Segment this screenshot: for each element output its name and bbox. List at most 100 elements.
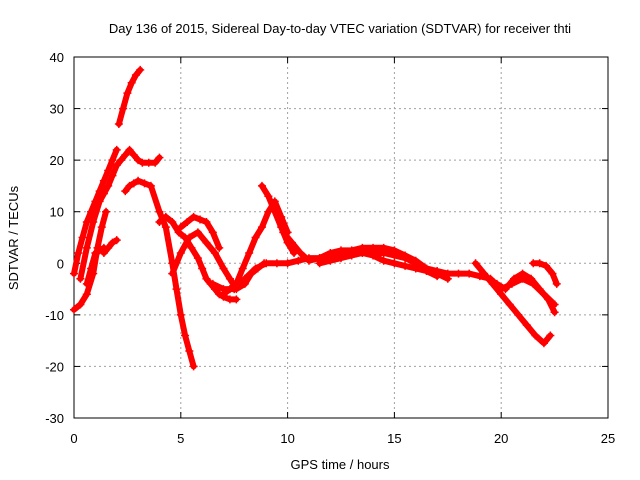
data-point bbox=[121, 150, 130, 159]
data-point bbox=[131, 71, 140, 80]
data-point bbox=[82, 243, 91, 252]
data-point bbox=[181, 331, 190, 340]
data-point bbox=[433, 272, 442, 281]
data-point bbox=[219, 264, 228, 273]
data-point bbox=[304, 256, 313, 265]
data-point bbox=[97, 223, 106, 232]
data-point bbox=[294, 256, 303, 265]
data-point bbox=[510, 274, 519, 283]
x-tick-label: 25 bbox=[601, 431, 615, 446]
data-point bbox=[326, 256, 335, 265]
data-point bbox=[471, 259, 480, 268]
data-point bbox=[78, 233, 87, 242]
data-point bbox=[196, 215, 205, 224]
data-point bbox=[208, 228, 217, 237]
data-point bbox=[539, 339, 548, 348]
data-point bbox=[129, 150, 138, 159]
data-point bbox=[443, 274, 452, 283]
y-tick-label: 0 bbox=[57, 256, 64, 271]
data-point bbox=[279, 228, 288, 237]
data-point bbox=[112, 145, 121, 154]
data-point bbox=[337, 246, 345, 255]
data-point bbox=[369, 251, 378, 260]
data-point bbox=[465, 269, 474, 278]
data-point bbox=[193, 228, 202, 237]
data-point bbox=[337, 254, 345, 263]
y-tick-label: 30 bbox=[50, 102, 64, 117]
data-point bbox=[125, 181, 134, 190]
data-point bbox=[202, 274, 211, 283]
data-point bbox=[134, 176, 143, 185]
data-point bbox=[270, 207, 279, 216]
data-point bbox=[155, 218, 164, 227]
x-tick-label: 5 bbox=[177, 431, 184, 446]
data-point bbox=[454, 269, 463, 278]
series-arc-6-trace bbox=[100, 237, 120, 256]
data-point bbox=[121, 187, 130, 196]
data-point bbox=[91, 248, 100, 257]
data-point bbox=[185, 233, 194, 242]
data-point bbox=[104, 181, 113, 190]
data-point bbox=[136, 65, 145, 74]
data-point bbox=[296, 248, 305, 257]
y-axis-label: SDTVAR / TECUs bbox=[6, 185, 21, 290]
data-point bbox=[125, 145, 134, 154]
data-point bbox=[102, 207, 111, 216]
data-point bbox=[219, 285, 228, 294]
data-point bbox=[202, 238, 211, 247]
data-point bbox=[272, 259, 281, 268]
data-point bbox=[390, 259, 399, 268]
data-point bbox=[198, 264, 207, 273]
data-point bbox=[230, 285, 239, 294]
x-axis-label: GPS time / hours bbox=[291, 457, 390, 472]
data-point bbox=[262, 259, 271, 268]
data-point bbox=[379, 243, 388, 252]
y-tick-label: -10 bbox=[45, 308, 64, 323]
data-point bbox=[140, 179, 149, 188]
data-point bbox=[548, 269, 557, 278]
data-point bbox=[87, 264, 96, 273]
data-point bbox=[174, 228, 183, 237]
data-point bbox=[127, 78, 136, 87]
data-point bbox=[531, 331, 540, 340]
data-point bbox=[535, 259, 544, 268]
data-point bbox=[552, 279, 561, 288]
data-point bbox=[238, 264, 247, 273]
data-point bbox=[411, 264, 420, 273]
data-point bbox=[189, 212, 198, 221]
data-point bbox=[129, 179, 138, 188]
data-point bbox=[546, 331, 555, 340]
data-point bbox=[123, 89, 132, 98]
x-tick-label: 20 bbox=[494, 431, 508, 446]
data-point bbox=[112, 161, 121, 170]
data-point bbox=[99, 176, 108, 185]
data-point bbox=[155, 207, 164, 216]
x-tick-label: 15 bbox=[387, 431, 401, 446]
data-point bbox=[119, 104, 128, 113]
data-point bbox=[176, 248, 185, 257]
data-point bbox=[82, 279, 91, 288]
data-point bbox=[283, 259, 292, 268]
data-point bbox=[225, 274, 234, 283]
data-point bbox=[74, 248, 83, 257]
axes-layer: 0 5 10 15 20 25 -30 -20 -10 0 10 20 30 40 bbox=[45, 50, 615, 446]
data-point bbox=[168, 269, 177, 278]
data-point bbox=[70, 305, 78, 314]
data-point bbox=[527, 274, 536, 283]
data-point bbox=[257, 223, 266, 232]
data-point bbox=[176, 310, 185, 319]
grid-layer bbox=[74, 57, 608, 418]
data-point bbox=[544, 295, 553, 304]
plot-frame bbox=[73, 56, 609, 419]
data-point bbox=[492, 279, 501, 288]
data-point bbox=[193, 254, 202, 263]
data-point bbox=[112, 236, 121, 245]
data-point bbox=[505, 300, 514, 309]
series-arc-16-trace bbox=[472, 260, 554, 347]
data-point bbox=[89, 218, 98, 227]
y-tick-label: 10 bbox=[50, 205, 64, 220]
data-point bbox=[116, 156, 125, 165]
data-point bbox=[185, 346, 194, 355]
data-point bbox=[379, 256, 388, 265]
